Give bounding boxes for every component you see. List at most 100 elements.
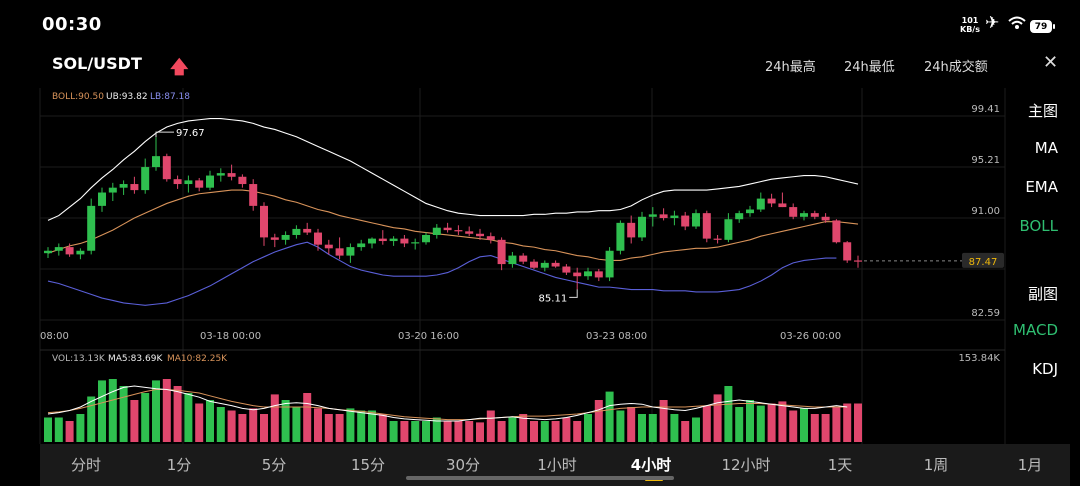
candle-body xyxy=(843,242,852,261)
volume-bar xyxy=(746,400,754,442)
last-price-tag: 87.47 xyxy=(969,257,998,268)
candle-body xyxy=(303,228,312,233)
interval-tab[interactable]: 1月 xyxy=(1017,456,1043,474)
volume-bar xyxy=(108,379,117,442)
side-item-ma[interactable]: MA xyxy=(1034,139,1058,157)
volume-bar xyxy=(346,408,355,442)
candle-body xyxy=(292,228,301,235)
candle-body xyxy=(411,242,420,244)
volume-bar xyxy=(303,393,312,442)
interval-tab[interactable]: 1天 xyxy=(827,456,853,474)
vol-legend-item: MA10:82.25K xyxy=(167,354,228,364)
volume-bar xyxy=(270,394,279,442)
volume-bar xyxy=(508,417,517,442)
battery-tip xyxy=(1053,24,1055,29)
candle-body xyxy=(800,213,808,217)
volume-bar xyxy=(227,410,236,442)
volume-bar xyxy=(519,414,528,442)
candle-body xyxy=(422,234,430,243)
candle-body xyxy=(497,239,506,265)
interval-tab[interactable]: 30分 xyxy=(445,456,481,474)
vol-legend-item: VOL:13.13K xyxy=(52,354,106,364)
time-axis-label: 03-26 00:00 xyxy=(780,331,841,342)
interval-tab[interactable]: 15分 xyxy=(350,456,386,474)
candle-body xyxy=(476,233,484,237)
volume-bar xyxy=(843,403,852,442)
close-icon[interactable]: ✕ xyxy=(1043,52,1059,73)
candle-body xyxy=(735,213,744,220)
boll-middle-line xyxy=(47,189,859,261)
volume-ma5-line xyxy=(47,385,848,422)
candle-body xyxy=(854,260,862,262)
stat-24h-high: 24h最高 xyxy=(765,60,816,75)
volume-bar xyxy=(789,410,798,442)
candle-body xyxy=(724,219,733,240)
volume-bar xyxy=(76,414,85,442)
last-price-tag-bg xyxy=(962,252,1004,268)
volume-bar xyxy=(141,393,150,442)
candle-body xyxy=(486,236,495,240)
candle-body xyxy=(400,238,409,244)
volume-bar xyxy=(119,386,128,442)
candle-body xyxy=(756,198,765,210)
interval-tab[interactable]: 分时 xyxy=(70,456,102,474)
volume-bars xyxy=(44,379,862,442)
interval-tab[interactable]: 5分 xyxy=(261,456,287,474)
candle-body xyxy=(108,187,117,193)
interval-tab[interactable]: 12小时 xyxy=(721,456,771,474)
interval-tab[interactable]: 1小时 xyxy=(537,456,577,474)
volume-bar xyxy=(735,407,744,442)
candle-body xyxy=(540,262,549,268)
volume-bar xyxy=(713,394,722,442)
volume-bar xyxy=(368,410,376,442)
time-axis-label: 08:00 xyxy=(40,331,69,342)
price-up-arrow-icon: 🡅 xyxy=(170,57,189,78)
interval-tab[interactable]: 1分 xyxy=(166,456,192,474)
high-marker-label: 97.67 xyxy=(176,128,205,139)
boll-lower-line xyxy=(47,241,837,306)
stat-24h-low: 24h最低 xyxy=(844,60,895,75)
volume-bar xyxy=(551,421,560,442)
candle-body xyxy=(184,180,193,185)
airplane-icon: ✈ xyxy=(985,13,1000,33)
candle-body xyxy=(76,250,85,255)
candle-body xyxy=(314,232,322,245)
time-axis-label: 03-20 16:00 xyxy=(398,331,459,342)
clock: 00:30 xyxy=(42,14,102,35)
side-item-macd[interactable]: MACD xyxy=(1013,321,1058,339)
volume-bar xyxy=(854,403,862,442)
candle-body xyxy=(681,215,690,227)
candle-body xyxy=(767,198,776,204)
home-indicator xyxy=(406,476,674,480)
candle-body xyxy=(44,250,52,254)
volume-bar xyxy=(98,380,106,442)
candle-body xyxy=(594,271,603,278)
volume-bar xyxy=(249,408,258,442)
interval-tab[interactable]: 4小时 xyxy=(630,456,672,474)
volume-bar xyxy=(378,414,387,442)
volume-bar xyxy=(324,414,333,442)
price-axis-label: 99.41 xyxy=(971,104,1000,115)
side-item-boll[interactable]: BOLL xyxy=(1019,217,1058,235)
low-marker-line xyxy=(569,289,578,298)
candle-body xyxy=(638,216,646,238)
side-item-kdj[interactable]: KDJ xyxy=(1032,360,1058,378)
volume-bar xyxy=(692,417,700,442)
volume-bar xyxy=(130,400,139,442)
side-item-ema[interactable]: EMA xyxy=(1025,178,1058,196)
volume-bar xyxy=(573,421,582,442)
volume-bar xyxy=(454,421,463,442)
volume-bar xyxy=(659,400,668,442)
interval-tab[interactable]: 1周 xyxy=(923,456,949,474)
candle-body xyxy=(357,243,366,248)
volume-bar xyxy=(627,407,636,442)
volume-bar xyxy=(800,408,808,442)
side-label-main: 主图 xyxy=(1027,102,1058,120)
boll-legend-item: UB:93.82 xyxy=(106,92,148,102)
candle-body xyxy=(562,266,571,273)
candle-body xyxy=(519,255,528,262)
candle-body xyxy=(335,248,344,256)
candle-body xyxy=(324,244,333,249)
candle-body xyxy=(778,203,787,208)
